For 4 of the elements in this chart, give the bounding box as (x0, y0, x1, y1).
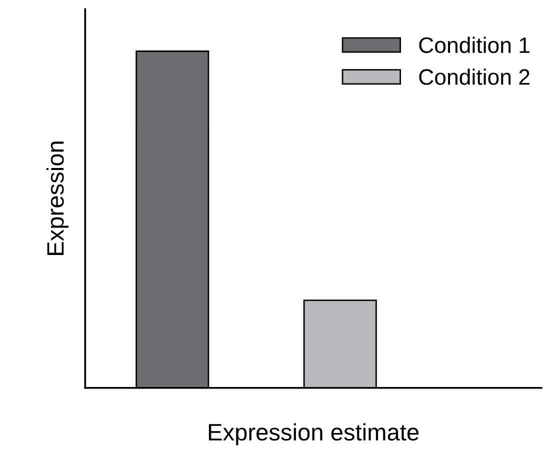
x-axis-title: Expression estimate (208, 423, 419, 446)
legend-label: Condition 1 (419, 36, 530, 54)
y-axis-title: Expression (46, 142, 68, 255)
legend-label: Condition 2 (419, 68, 530, 85)
